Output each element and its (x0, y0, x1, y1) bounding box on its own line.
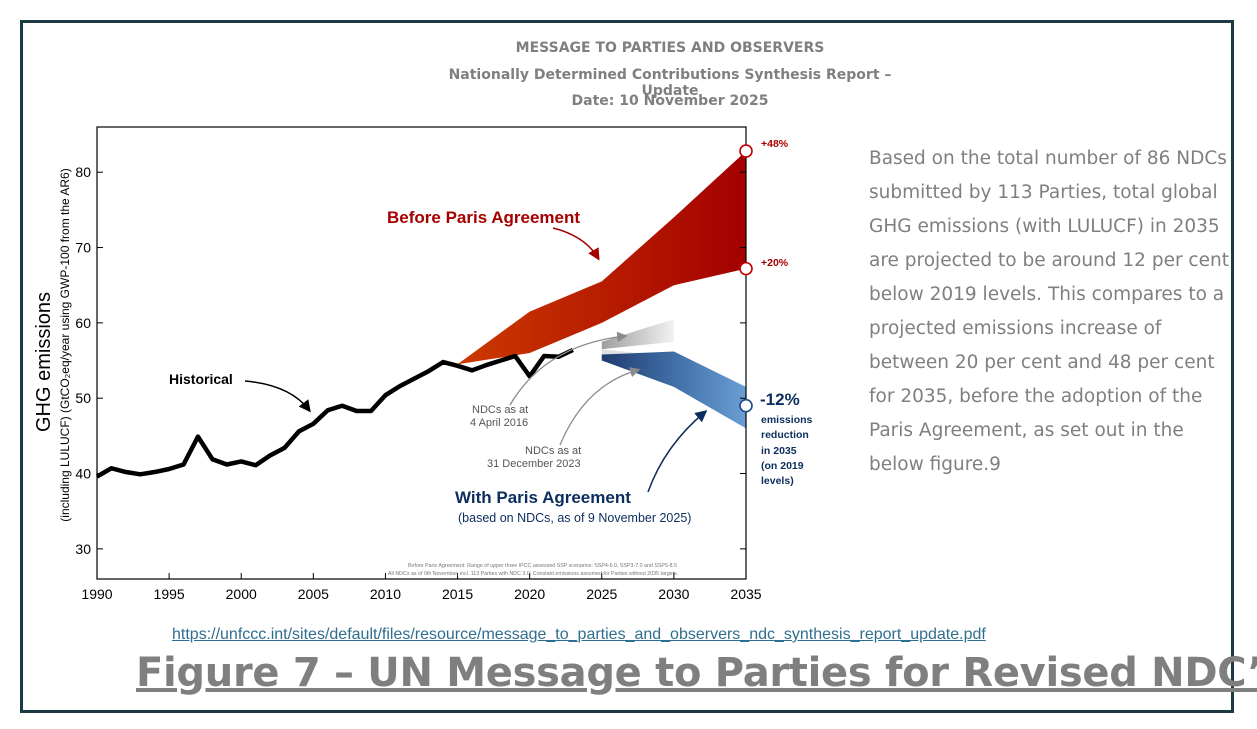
x-tick-label: 2015 (442, 586, 473, 602)
figure-caption: Figure 7 – UN Message to Parties for Rev… (136, 650, 1257, 696)
marker-label-12: -12% (760, 390, 800, 409)
report-title: Nationally Determined Contributions Synt… (448, 67, 892, 99)
x-tick-label: 1995 (154, 586, 185, 602)
y-tick-label: 80 (75, 164, 91, 180)
before-paris-arrow (552, 227, 600, 261)
ndc-2023-arrow (559, 367, 641, 446)
figure-frame (20, 20, 1234, 713)
marker-label-20: +20% (761, 257, 789, 269)
y-tick-label: 50 (75, 390, 91, 406)
message-title: MESSAGE TO PARTIES AND OBSERVERS (515, 40, 825, 56)
x-tick-label: 2025 (586, 586, 617, 602)
y-axis-label: GHG emissions (33, 292, 55, 432)
x-tick-label: 2030 (658, 586, 689, 602)
projection-marker (739, 261, 753, 276)
x-tick-label: 2010 (370, 586, 401, 602)
historical-line (95, 347, 574, 479)
source-link[interactable]: https://unfccc.int/sites/default/files/r… (172, 626, 986, 643)
y-tick-label: 40 (75, 466, 91, 482)
x-tick-label: 2000 (226, 586, 257, 602)
ndc-2016-label-2: 4 April 2016 (470, 417, 528, 429)
projection-marker (739, 144, 753, 158)
with-paris-sublabel: (based on NDCs, as of 9 November 2025) (458, 511, 691, 525)
with-paris-band (601, 351, 746, 429)
before-paris-band (457, 151, 746, 365)
x-tick-label: 2020 (514, 586, 545, 602)
historical-label: Historical (169, 371, 233, 387)
plot-area (96, 126, 747, 580)
y-tick-label: 70 (75, 240, 91, 256)
ndc-2016-arrow (509, 331, 628, 406)
summary-text: Based on the total number of 86 NDCs sub… (869, 148, 1229, 475)
report-date: Date: 10 November 2025 (571, 93, 769, 109)
x-tick-label: 2005 (298, 586, 329, 602)
reduction-note-5: levels) (761, 475, 794, 487)
reduction-note-1: emissions (761, 414, 813, 426)
y-tick-label: 30 (75, 541, 91, 557)
with-paris-label: With Paris Agreement (455, 488, 631, 507)
chart-footnote-2: All NDCs as of 9th November, incl. 113 P… (388, 571, 678, 577)
projection-marker (739, 398, 753, 413)
ndc-2016-band (601, 319, 674, 350)
y-axis-sublabel: (including LULUCF) (GtCO₂eq/year using G… (58, 168, 72, 521)
before-paris-label: Before Paris Agreement (387, 208, 580, 227)
marker-label-48: +48% (761, 138, 789, 150)
y-tick-label: 60 (75, 315, 91, 331)
ndc-2023-label-2: 31 December 2023 (487, 458, 581, 470)
x-tick-label: 2035 (730, 586, 761, 602)
chart-footnote-1: Before Paris Agreement: Range of upper t… (408, 563, 677, 569)
reduction-note-3: in 2035 (761, 445, 797, 457)
with-paris-arrow (647, 410, 708, 493)
x-tick-label: 1990 (81, 586, 112, 602)
reduction-note-2: reduction (761, 429, 809, 441)
reduction-note-4: (on 2019 (761, 460, 804, 472)
ndc-2016-label-1: NDCs as at (472, 404, 528, 416)
historical-arrow (244, 380, 311, 413)
ndc-2023-label-1: NDCs as at (525, 445, 581, 457)
